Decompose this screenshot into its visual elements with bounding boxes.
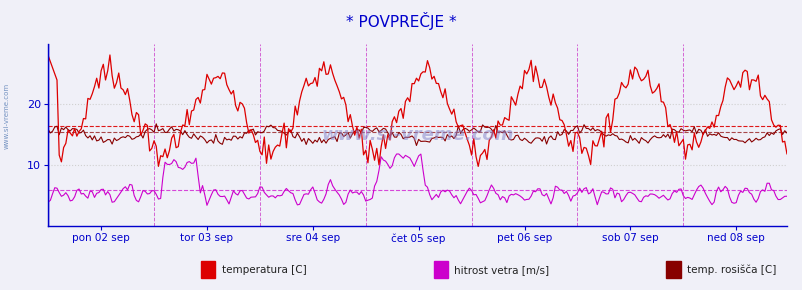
Text: www.si-vreme.com: www.si-vreme.com [3,83,9,149]
Text: temp. rosišča [C]: temp. rosišča [C] [687,264,776,275]
Text: www.si-vreme.com: www.si-vreme.com [321,126,513,144]
Text: temperatura [C]: temperatura [C] [221,265,306,275]
Text: * POVPREČJE *: * POVPREČJE * [346,12,456,30]
Text: hitrost vetra [m/s]: hitrost vetra [m/s] [454,265,549,275]
